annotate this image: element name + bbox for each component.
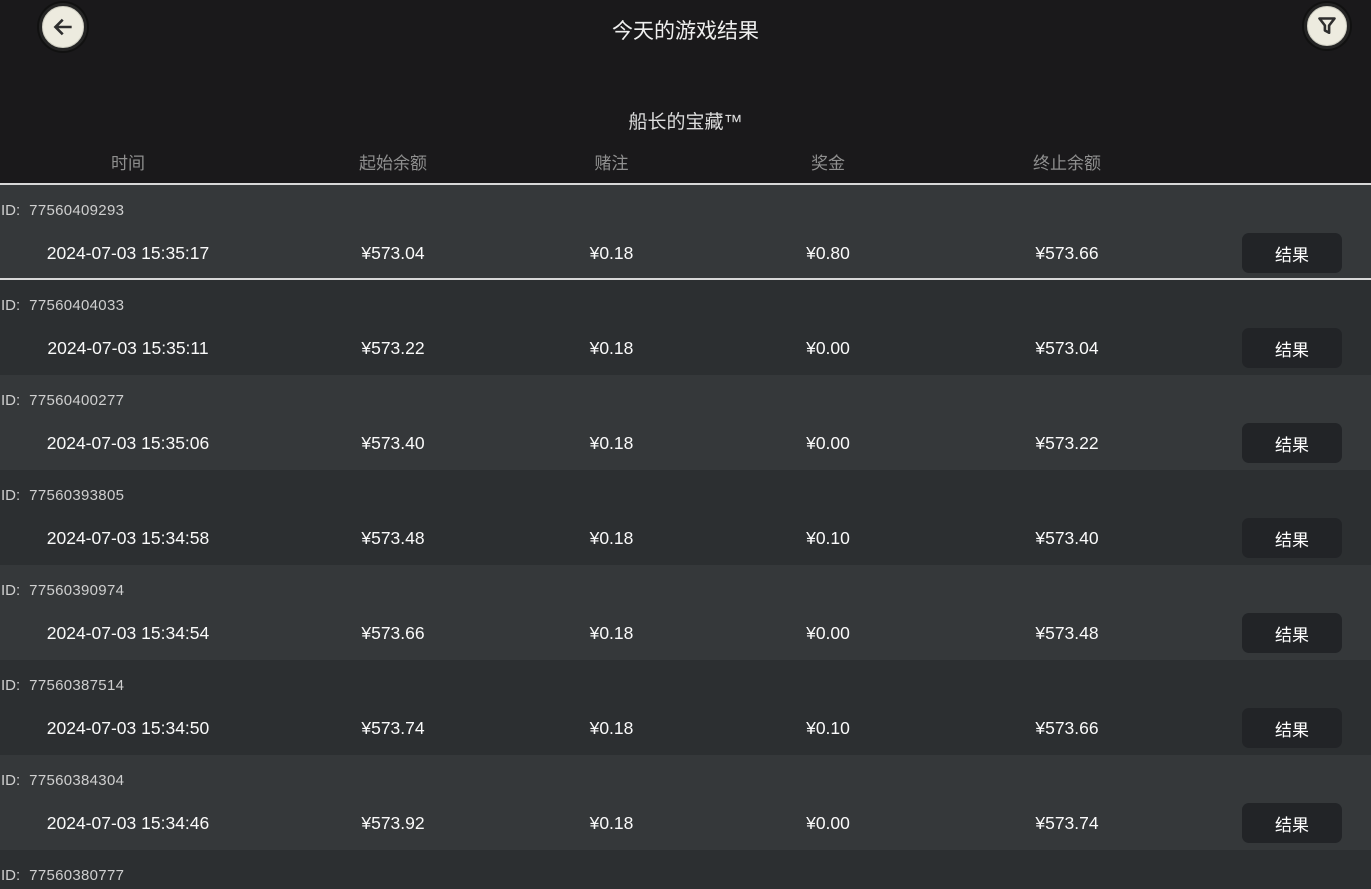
round-time: 2024-07-03 15:34:58	[46, 528, 210, 548]
result-button[interactable]: 结果	[1242, 708, 1342, 748]
result-button[interactable]: 结果	[1242, 233, 1342, 273]
result-button[interactable]: 结果	[1242, 803, 1342, 843]
round-bet: ¥0.18	[589, 528, 634, 548]
round-end-balance: ¥573.40	[1035, 528, 1099, 548]
round-id-label: ID:	[1, 772, 21, 789]
table-row: ID:77560380777 结果	[0, 850, 1371, 889]
round-actions: 结果	[1171, 233, 1371, 273]
round-id-label: ID:	[1, 297, 21, 314]
round-end-balance: ¥573.66	[1035, 718, 1099, 738]
table-row: ID: 77560387514 2024-07-03 15:34:50 ¥573.…	[0, 660, 1371, 755]
round-win: ¥0.00	[806, 433, 850, 453]
arrow-left-icon	[50, 14, 76, 40]
round-start-balance: ¥573.04	[361, 243, 425, 263]
round-id: ID: 77560409293	[0, 202, 1371, 220]
round-id-value: 77560384304	[29, 772, 125, 789]
table-row: ID: 77560384304 2024-07-03 15:34:46 ¥573.…	[0, 755, 1371, 850]
results-list: ID: 77560409293 2024-07-03 15:35:17 ¥573.…	[0, 185, 1371, 889]
back-button[interactable]	[39, 3, 87, 51]
round-win: ¥0.10	[806, 528, 850, 548]
table-row: ID: 77560404033 2024-07-03 15:35:11 ¥573.…	[0, 280, 1371, 375]
result-button[interactable]: 结果	[1242, 613, 1342, 653]
table-row: ID: 77560400277 2024-07-03 15:35:06 ¥573.…	[0, 375, 1371, 470]
round-id-label: ID:	[1, 487, 21, 504]
round-bet: ¥0.18	[589, 813, 634, 833]
round-bet: ¥0.18	[589, 623, 634, 643]
round-id: ID: 77560384304	[0, 772, 1371, 790]
round-id-value: 77560390974	[29, 582, 125, 599]
round-actions: 结果	[1171, 423, 1371, 463]
round-end-balance: ¥573.66	[1035, 243, 1099, 263]
round-id-value: 77560404033	[29, 297, 125, 314]
round-win: ¥0.00	[806, 623, 850, 643]
round-time: 2024-07-03 15:34:50	[46, 718, 210, 738]
round-actions: 结果	[1171, 518, 1371, 558]
result-button[interactable]: 结果	[1242, 328, 1342, 368]
round-end-balance: ¥573.74	[1035, 813, 1099, 833]
column-header-actions	[1171, 149, 1371, 174]
column-headers: 时间 起始余额 赌注 奖金 终止余额	[0, 149, 1371, 174]
round-actions: 结果	[1171, 328, 1371, 368]
round-start-balance: ¥573.66	[361, 623, 425, 643]
column-header-bet: 赌注	[594, 154, 629, 173]
round-id: ID: 77560393805	[0, 487, 1371, 505]
round-id: ID: 77560400277	[0, 392, 1371, 410]
table-row: ID: 77560390974 2024-07-03 15:34:54 ¥573.…	[0, 565, 1371, 660]
round-win: ¥0.00	[806, 813, 850, 833]
round-id: ID: 77560404033	[0, 297, 1371, 315]
round-id-value: 77560387514	[29, 677, 125, 694]
column-header-time: 时间	[111, 154, 145, 173]
round-id-label: ID:	[1, 582, 21, 599]
round-start-balance: ¥573.48	[361, 528, 425, 548]
page-title: 今天的游戏结果	[612, 20, 759, 43]
round-actions: 结果	[1171, 803, 1371, 843]
game-title: 船长的宝藏™	[628, 112, 743, 133]
round-start-balance: ¥573.74	[361, 718, 425, 738]
round-actions: 结果	[1171, 613, 1371, 653]
round-id-label: ID:	[1, 392, 21, 409]
column-header-win: 奖金	[811, 154, 845, 173]
round-time: 2024-07-03 15:35:06	[46, 433, 210, 453]
round-id: ID: 77560390974	[0, 582, 1371, 600]
filter-button[interactable]	[1304, 3, 1350, 49]
round-win: ¥0.80	[806, 243, 850, 263]
round-id-value: 77560380777	[29, 867, 125, 884]
round-id-label: ID:	[1, 867, 21, 884]
round-win: ¥0.10	[806, 718, 850, 738]
round-id: ID: 77560380777	[0, 867, 1371, 885]
round-bet: ¥0.18	[589, 718, 634, 738]
round-time: 2024-07-03 15:34:46	[46, 813, 210, 833]
round-id: ID: 77560387514	[0, 677, 1371, 695]
table-row: ID: 77560409293 2024-07-03 15:35:17 ¥573.…	[0, 185, 1371, 280]
round-id-value: 77560409293	[29, 202, 125, 219]
round-bet: ¥0.18	[589, 433, 634, 453]
result-button[interactable]: 结果	[1242, 518, 1342, 558]
round-id-label: ID:	[1, 677, 21, 694]
result-button[interactable]: 结果	[1242, 423, 1342, 463]
round-time: 2024-07-03 15:34:54	[46, 623, 210, 643]
round-start-balance: ¥573.40	[361, 433, 425, 453]
round-id-label: ID:	[1, 202, 21, 219]
round-end-balance: ¥573.22	[1035, 433, 1099, 453]
round-bet: ¥0.18	[589, 338, 634, 358]
round-actions: 结果	[1171, 708, 1371, 748]
round-end-balance: ¥573.04	[1035, 338, 1099, 358]
funnel-icon	[1315, 14, 1339, 38]
round-time: 2024-07-03 15:35:11	[47, 338, 209, 358]
round-id-value: 77560400277	[29, 392, 125, 409]
column-header-end-balance: 终止余额	[1033, 154, 1101, 173]
round-win: ¥0.00	[806, 338, 850, 358]
column-header-start-balance: 起始余额	[359, 154, 427, 173]
round-id-value: 77560393805	[29, 487, 125, 504]
round-time: 2024-07-03 15:35:17	[46, 243, 210, 263]
round-bet: ¥0.18	[589, 243, 634, 263]
round-start-balance: ¥573.22	[361, 338, 425, 358]
table-row: ID: 77560393805 2024-07-03 15:34:58 ¥573.…	[0, 470, 1371, 565]
round-start-balance: ¥573.92	[361, 813, 425, 833]
round-end-balance: ¥573.48	[1035, 623, 1099, 643]
header: 今天的游戏结果 船长的宝藏™ 时间 起始余额 赌注 奖金 终止余额	[0, 0, 1371, 185]
